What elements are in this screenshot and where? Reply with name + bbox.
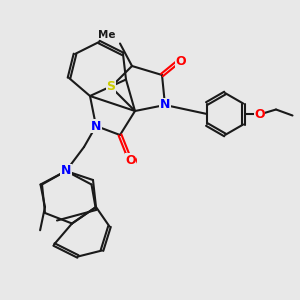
- Text: N: N: [160, 98, 170, 112]
- Text: N: N: [61, 164, 71, 178]
- Text: N: N: [91, 119, 101, 133]
- Text: O: O: [125, 154, 136, 167]
- Text: S: S: [106, 80, 116, 94]
- Text: N: N: [160, 98, 170, 112]
- Text: S: S: [106, 80, 116, 94]
- Text: N: N: [91, 119, 101, 133]
- Text: O: O: [176, 55, 186, 68]
- Text: O: O: [127, 154, 137, 168]
- Text: Me: Me: [98, 30, 116, 40]
- Text: N: N: [61, 164, 71, 178]
- Text: O: O: [254, 107, 265, 121]
